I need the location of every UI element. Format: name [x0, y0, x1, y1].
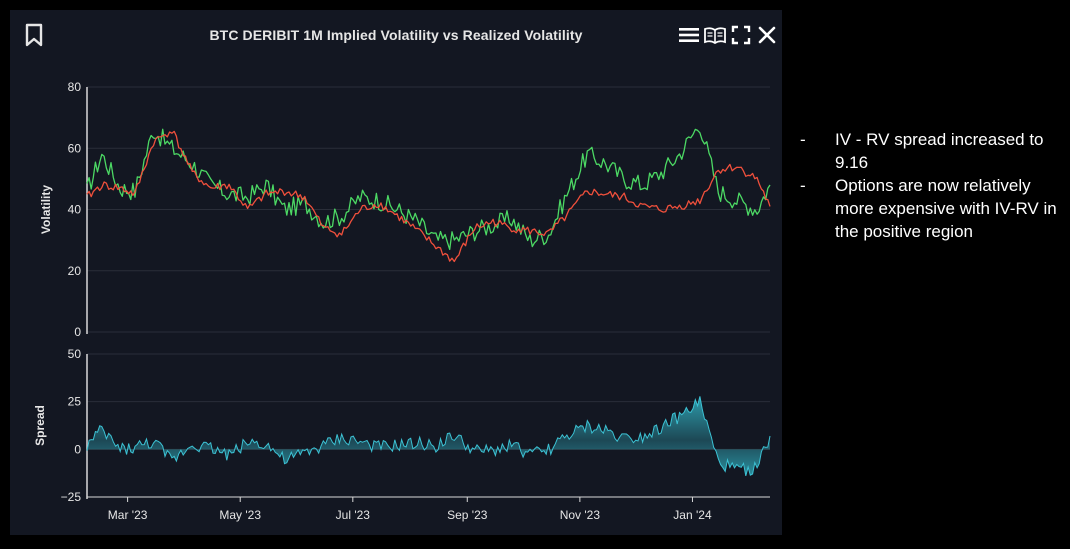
x-tick-label: Nov '23 — [560, 508, 601, 522]
x-tick-label: Jan '24 — [673, 508, 712, 522]
note-item: - Options are now relatively more expens… — [800, 174, 1065, 243]
volatility-y-axis-label: Volatility — [39, 185, 53, 234]
volatility-y-tick-label: 80 — [68, 80, 82, 94]
note-text: Options are now relatively more expensiv… — [835, 176, 1057, 241]
volatility-y-tick-label: 60 — [68, 141, 82, 155]
note-bullet: - — [800, 176, 806, 195]
x-tick-label: May '23 — [219, 508, 261, 522]
x-tick-label: Sep '23 — [447, 508, 488, 522]
spread-y-tick-label: 50 — [68, 347, 82, 361]
note-item: - IV - RV spread increased to 9.16 — [800, 128, 1065, 174]
x-tick-label: Jul '23 — [336, 508, 371, 522]
volatility-y-tick-label: 40 — [68, 203, 82, 217]
chart-panel: BTC DERIBIT 1M Implied Volatility vs Rea… — [10, 10, 782, 535]
menu-icon[interactable] — [678, 24, 700, 46]
bookmark-icon[interactable] — [22, 22, 46, 48]
spread-y-axis-label: Spread — [33, 405, 47, 446]
spread-y-tick-label: 25 — [68, 395, 82, 409]
notes-list: - IV - RV spread increased to 9.16 - Opt… — [800, 128, 1065, 243]
volatility-y-tick-label: 20 — [68, 264, 82, 278]
spread-area — [87, 396, 770, 476]
chart-toolbar — [678, 24, 778, 46]
close-icon[interactable] — [756, 24, 778, 46]
book-open-icon[interactable] — [704, 24, 726, 46]
spread-y-tick-label: −25 — [61, 490, 82, 504]
rv-series-line — [86, 130, 771, 263]
iv-series-line — [86, 128, 771, 251]
chart-canvas: 0 20 40 60 80 −25 0 25 50 Volatility Spread Mar '23… — [33, 80, 771, 522]
x-tick-label: Mar '23 — [108, 508, 148, 522]
spread-line — [86, 396, 771, 477]
chart-title: BTC DERIBIT 1M Implied Volatility vs Rea… — [209, 27, 583, 43]
note-bullet: - — [800, 130, 806, 149]
spread-y-tick-label: 0 — [74, 442, 81, 456]
fullscreen-icon[interactable] — [730, 24, 752, 46]
note-text: IV - RV spread increased to 9.16 — [835, 130, 1044, 172]
volatility-y-tick-label: 0 — [74, 325, 81, 339]
